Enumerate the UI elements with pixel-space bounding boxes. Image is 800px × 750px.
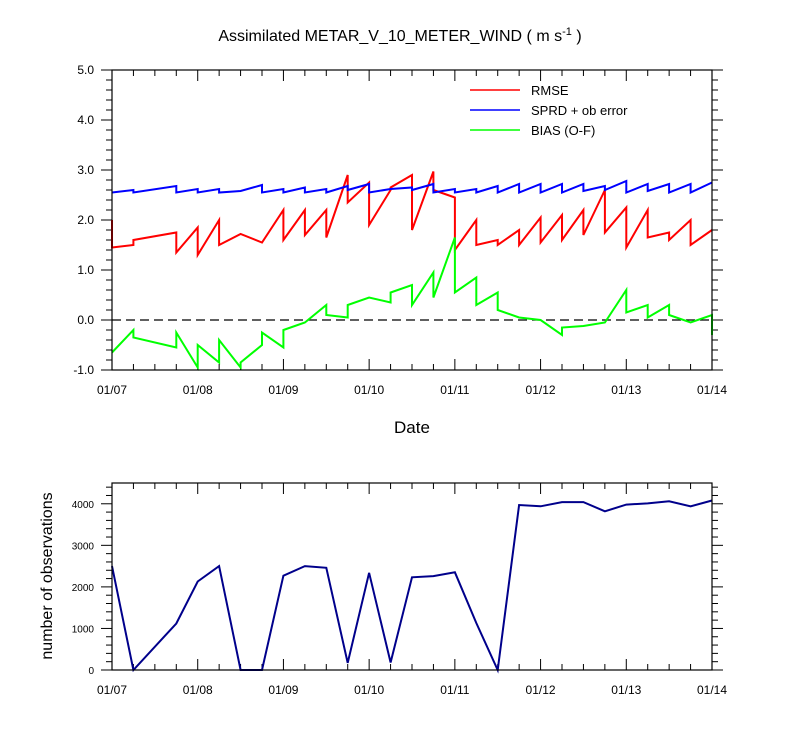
legend-item: SPRD + ob error <box>470 103 628 118</box>
plot-frame <box>111 482 713 671</box>
y-tick-label: 3.0 <box>77 163 94 177</box>
x-tick-label: 01/13 <box>611 383 641 397</box>
axis-ticks <box>101 483 723 671</box>
x-tick-label: 01/12 <box>526 683 556 697</box>
x-tick-label: 01/08 <box>183 383 213 397</box>
x-tick-label: 01/08 <box>183 683 213 697</box>
y-tick-label: 0 <box>88 666 94 677</box>
series-line-sprd-ob-error <box>111 179 713 195</box>
x-axis-label: Date <box>394 418 430 437</box>
x-tick-label: 01/12 <box>526 383 556 397</box>
y-tick-label: 1000 <box>72 624 95 635</box>
series-lines <box>111 499 713 674</box>
x-tick-label: 01/10 <box>354 383 384 397</box>
y-tick-label: 4000 <box>72 500 95 511</box>
x-tick-label: 01/10 <box>354 683 384 697</box>
y-tick-label: 1.0 <box>77 263 94 277</box>
x-tick-labels: 01/07 01/08 01/09 01/10 01/11 01/12 01/13 01/14 <box>97 383 727 397</box>
legend-item: RMSE <box>470 83 569 98</box>
legend-label: SPRD + ob error <box>531 103 628 118</box>
x-tick-label: 01/07 <box>97 383 127 397</box>
legend-label: RMSE <box>531 83 569 98</box>
y-axis-label: number of observations <box>39 492 56 659</box>
series-line-bias-o-f <box>111 237 713 372</box>
x-tick-label: 01/07 <box>97 683 127 697</box>
y-tick-labels: -1.0 0.0 1.0 2.0 3.0 4.0 5.0 <box>73 63 94 377</box>
y-tick-label: -1.0 <box>73 363 94 377</box>
x-tick-label: 01/09 <box>268 383 298 397</box>
y-tick-label: 2000 <box>72 583 95 594</box>
x-tick-label: 01/11 <box>440 683 469 697</box>
y-tick-label: 5.0 <box>77 63 94 77</box>
legend: RMSE SPRD + ob error BIAS (O-F) <box>470 83 628 138</box>
plot-frame <box>111 69 713 371</box>
x-tick-labels: 01/07 01/08 01/09 01/10 01/11 01/12 01/13 01/14 <box>97 683 727 697</box>
series-line-rmse <box>111 171 713 259</box>
series-lines <box>111 171 713 372</box>
rmse-bias-chart: Assimilated METAR_V_10_METER_WIND ( m s-… <box>73 26 727 437</box>
y-tick-label: 0.0 <box>77 313 94 327</box>
x-tick-label: 01/14 <box>697 383 727 397</box>
y-tick-label: 3000 <box>72 541 95 552</box>
series-line-observations <box>111 499 713 674</box>
y-tick-labels: 0 1000 2000 3000 4000 <box>72 500 95 677</box>
legend-item: BIAS (O-F) <box>470 123 595 138</box>
x-tick-label: 01/14 <box>697 683 727 697</box>
chart-title: Assimilated METAR_V_10_METER_WIND ( m s-… <box>218 26 581 45</box>
y-tick-label: 4.0 <box>77 113 94 127</box>
x-tick-label: 01/11 <box>440 383 469 397</box>
legend-label: BIAS (O-F) <box>531 123 595 138</box>
x-tick-label: 01/13 <box>611 683 641 697</box>
y-tick-label: 2.0 <box>77 213 94 227</box>
x-tick-label: 01/09 <box>268 683 298 697</box>
